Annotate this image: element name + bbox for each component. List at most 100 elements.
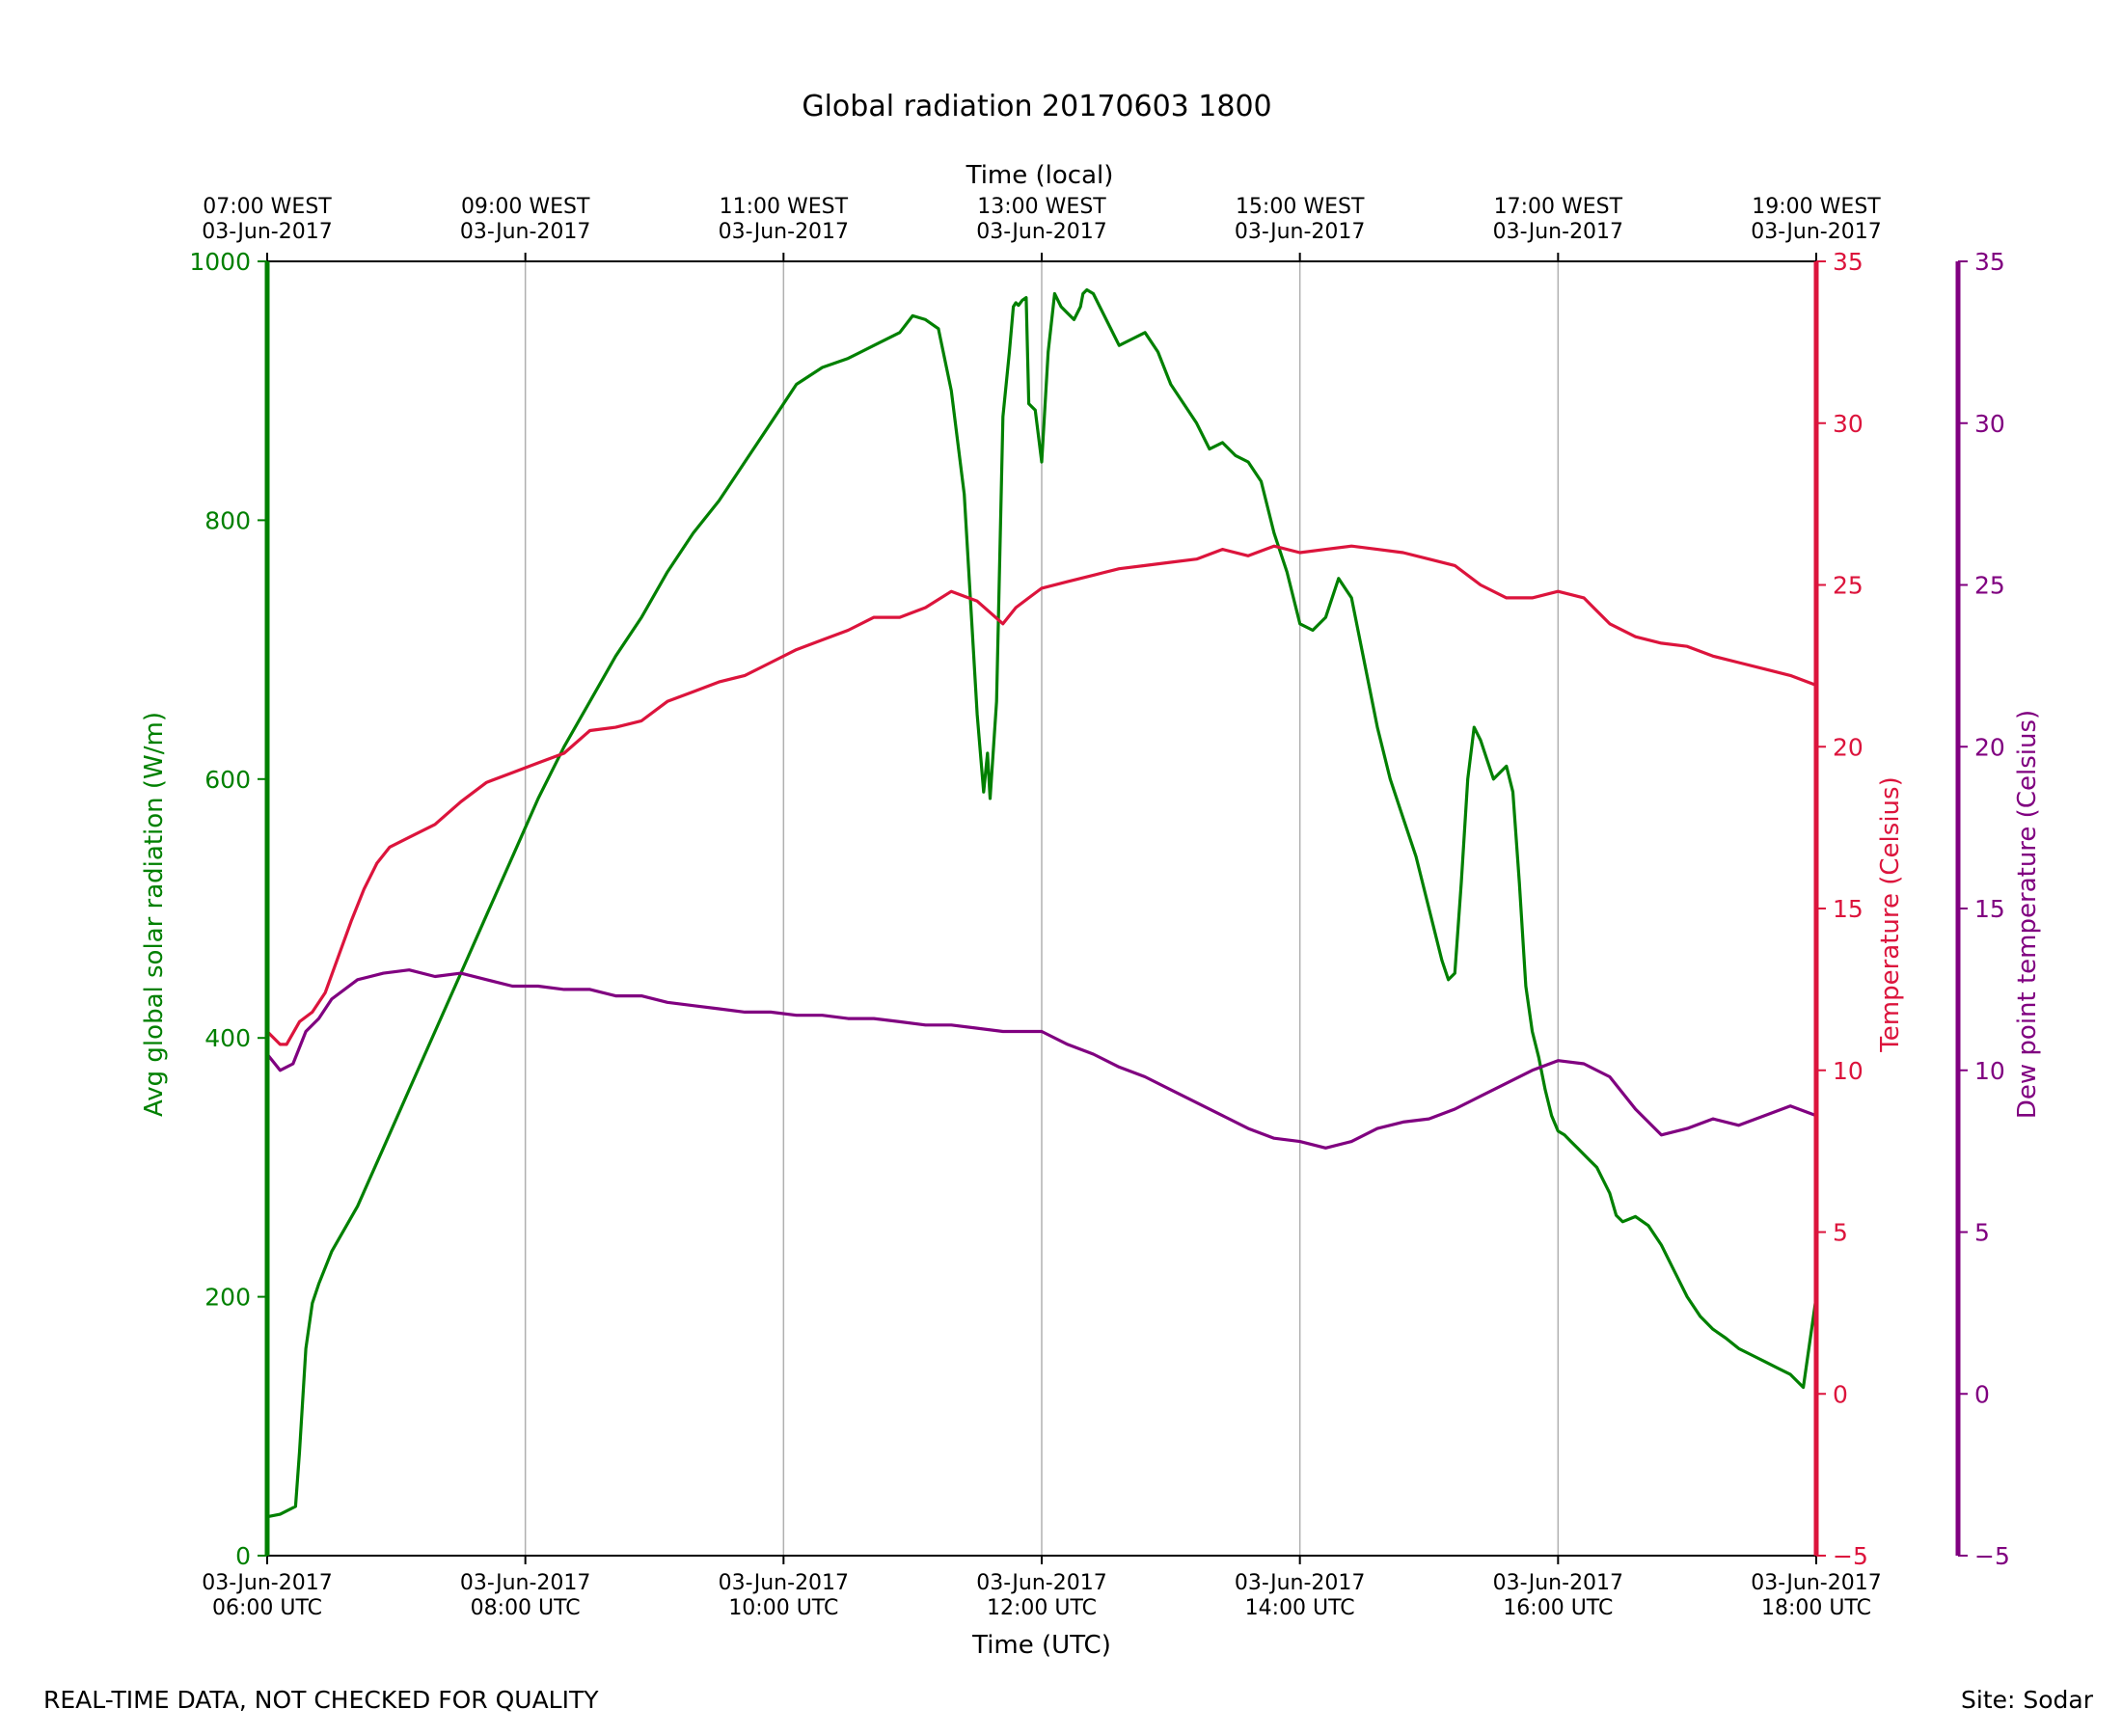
- data-point-radiation: [872, 344, 876, 347]
- x-tick-label: 16:00 UTC: [1503, 1596, 1613, 1620]
- data-point-dewpoint: [872, 1017, 876, 1020]
- data-point-radiation: [692, 531, 694, 534]
- radiation-tick-label: 0: [235, 1542, 251, 1570]
- data-point-temperature: [1737, 661, 1740, 665]
- data-point-temperature: [1169, 560, 1173, 564]
- data-point-radiation: [1699, 1315, 1701, 1317]
- data-point-dewpoint: [821, 1014, 824, 1017]
- data-point-radiation: [1143, 331, 1147, 334]
- data-point-radiation: [1079, 305, 1082, 309]
- data-point-radiation: [1428, 907, 1430, 910]
- data-point-radiation: [1589, 1159, 1592, 1162]
- data-point-radiation: [1208, 448, 1211, 450]
- data-point-radiation: [1015, 301, 1018, 305]
- data-point-temperature: [1428, 557, 1430, 560]
- dewpoint-tick-label: 10: [1974, 1057, 2005, 1085]
- data-point-temperature: [1686, 645, 1689, 648]
- data-point-temperature: [1401, 551, 1404, 555]
- data-point-radiation: [1286, 570, 1289, 574]
- data-point-radiation: [1324, 615, 1327, 619]
- x-tick-label: 03-Jun-2017: [1493, 1571, 1623, 1595]
- data-point-radiation: [1660, 1243, 1663, 1247]
- data-point-radiation: [382, 1147, 385, 1150]
- data-point-temperature: [1066, 580, 1070, 583]
- data-point-radiation: [1524, 985, 1528, 988]
- data-point-radiation: [666, 570, 669, 574]
- temperature-tick-label: 25: [1833, 572, 1864, 600]
- data-point-temperature: [279, 1043, 282, 1046]
- data-point-radiation: [986, 751, 989, 755]
- data-point-dewpoint: [291, 1062, 294, 1066]
- data-point-dewpoint: [330, 997, 334, 1001]
- data-point-radiation: [1511, 791, 1514, 794]
- data-point-temperature: [639, 719, 643, 722]
- x2-tick-label: 13:00 WEST: [977, 195, 1106, 219]
- data-point-dewpoint: [1375, 1126, 1379, 1130]
- data-point-dewpoint: [1582, 1062, 1586, 1066]
- data-point-radiation: [562, 746, 565, 748]
- data-point-radiation: [1608, 1192, 1612, 1195]
- data-point-temperature: [1027, 596, 1030, 600]
- data-point-dewpoint: [847, 1017, 850, 1020]
- data-point-temperature: [349, 920, 353, 923]
- data-point-dewpoint: [317, 1017, 320, 1020]
- data-point-radiation: [614, 655, 617, 658]
- data-point-radiation: [408, 1088, 411, 1092]
- data-point-dewpoint: [975, 1026, 979, 1030]
- data-point-radiation: [963, 493, 966, 496]
- data-point-temperature: [1763, 667, 1766, 670]
- data-point-radiation: [1059, 305, 1063, 309]
- data-point-radiation: [304, 1347, 308, 1350]
- data-point-radiation: [1615, 1213, 1618, 1217]
- temperature-tick-label: −5: [1833, 1542, 1868, 1570]
- dewpoint-tick-label: 20: [1974, 733, 2005, 761]
- data-point-temperature: [1711, 655, 1715, 658]
- data-point-dewpoint: [666, 1001, 669, 1004]
- data-point-radiation: [1260, 479, 1263, 483]
- x2-tick-label: 03-Jun-2017: [1751, 220, 1881, 244]
- data-point-dewpoint: [1272, 1137, 1276, 1140]
- data-point-dewpoint: [1246, 1126, 1250, 1130]
- data-point-radiation: [1195, 421, 1198, 424]
- data-point-dewpoint: [692, 1004, 694, 1007]
- temperature-tick-label: 0: [1833, 1380, 1848, 1408]
- data-point-temperature: [1454, 564, 1456, 567]
- data-point-radiation: [1363, 661, 1366, 665]
- data-point-temperature: [1324, 548, 1327, 551]
- data-point-temperature: [950, 590, 953, 593]
- data-point-radiation: [1459, 882, 1463, 884]
- series-layer: [265, 287, 1818, 1519]
- data-point-radiation: [356, 1205, 359, 1207]
- radiation-tick-label: 600: [204, 766, 251, 794]
- x-tick-label: 03-Jun-2017: [1235, 1571, 1365, 1595]
- data-point-radiation: [1686, 1295, 1689, 1298]
- x-axis-label: Time (UTC): [971, 1631, 1111, 1660]
- x2-tick-label: 07:00 WEST: [203, 195, 332, 219]
- data-point-temperature: [388, 846, 392, 849]
- data-point-dewpoint: [1169, 1088, 1173, 1092]
- data-point-radiation: [1537, 1056, 1540, 1059]
- data-point-radiation: [1737, 1347, 1740, 1350]
- data-point-temperature: [511, 771, 514, 774]
- data-point-radiation: [1711, 1328, 1715, 1331]
- data-point-temperature: [1040, 586, 1044, 590]
- x2-tick-label: 03-Jun-2017: [1493, 220, 1623, 244]
- data-point-dewpoint: [1660, 1133, 1663, 1137]
- data-point-dewpoint: [718, 1007, 721, 1011]
- dewpoint-tick-label: 15: [1974, 895, 2005, 923]
- data-point-temperature: [1479, 583, 1483, 586]
- data-point-temperature: [847, 629, 850, 632]
- data-point-temperature: [1608, 622, 1612, 625]
- data-point-radiation: [1479, 739, 1483, 742]
- data-point-temperature: [1015, 606, 1018, 610]
- data-point-radiation: [294, 1505, 297, 1508]
- data-point-radiation: [1440, 959, 1444, 962]
- data-point-temperature: [1143, 564, 1147, 567]
- data-point-dewpoint: [614, 994, 617, 997]
- data-point-radiation: [1505, 765, 1509, 768]
- data-point-dewpoint: [511, 985, 514, 988]
- data-point-temperature: [1531, 596, 1534, 600]
- temperature-tick-label: 10: [1833, 1057, 1864, 1085]
- data-point-dewpoint: [1118, 1066, 1121, 1069]
- data-point-temperature: [1092, 574, 1095, 577]
